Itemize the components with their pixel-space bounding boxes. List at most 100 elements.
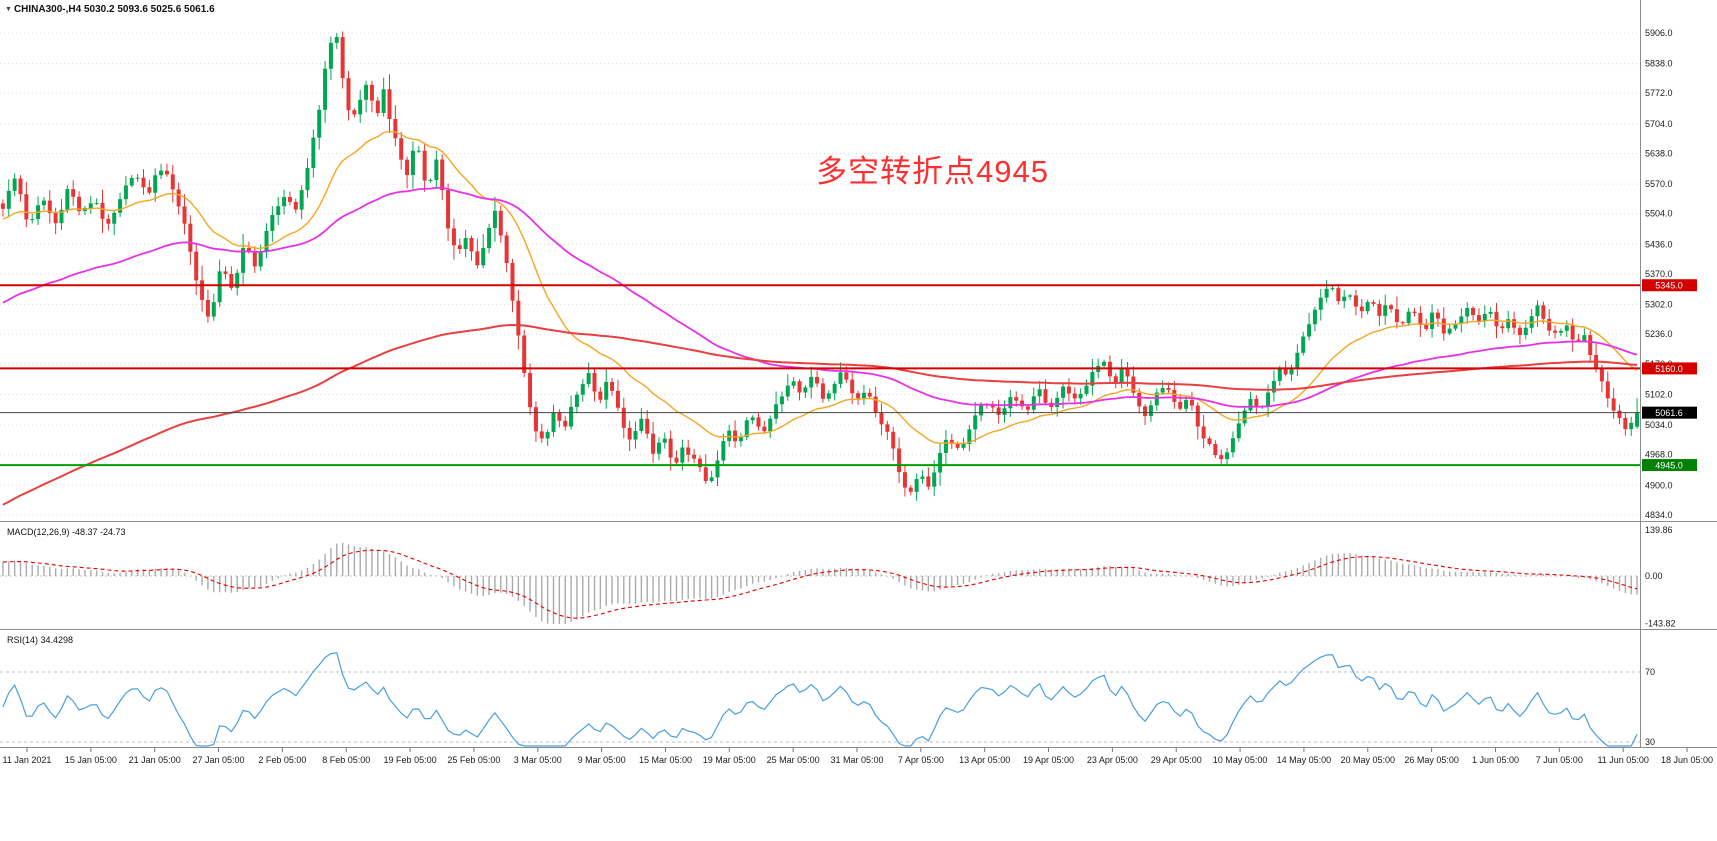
macd-histogram-bar <box>582 576 584 617</box>
candle-up <box>1271 380 1276 393</box>
candle-down <box>557 412 562 421</box>
macd-histogram-bar <box>658 576 660 602</box>
time-axis-label: 25 Mar 05:00 <box>767 755 820 765</box>
candle-down <box>1131 376 1136 393</box>
candle-down <box>1201 426 1206 439</box>
candle-down <box>1014 397 1019 401</box>
price-scale[interactable]: 5906.0 5838.0 5772.0 5704.0 5638.0 5570.0 5504… <box>1642 28 1697 747</box>
candle-down <box>352 110 357 115</box>
candle-down <box>651 433 656 454</box>
candle-down <box>100 202 105 219</box>
candle-down <box>405 159 410 176</box>
macd-histogram-bar <box>78 569 80 576</box>
candle-up <box>1102 361 1107 366</box>
macd-histogram-bar <box>1431 568 1433 576</box>
macd-histogram-bar <box>1355 554 1357 576</box>
macd-panel[interactable] <box>0 542 1640 624</box>
time-axis-label: 2 Feb 05:00 <box>258 755 306 765</box>
macd-histogram-bar <box>113 573 115 576</box>
rsi-line <box>2 652 1638 747</box>
macd-histogram-bar <box>125 571 127 576</box>
macd-histogram-bar <box>898 576 900 583</box>
candle-up <box>938 452 943 473</box>
candle-up <box>633 430 638 440</box>
candle-up <box>12 178 17 191</box>
macd-histogram-bar <box>25 563 28 576</box>
candle-up <box>123 185 128 200</box>
candle-up <box>1324 288 1329 298</box>
macd-histogram-bar <box>1226 576 1228 587</box>
candle-up <box>41 200 46 206</box>
candle-down <box>1494 311 1499 327</box>
macd-histogram-bar <box>552 576 555 624</box>
macd-histogram-bar <box>1554 575 1556 577</box>
macd-histogram-bar <box>1085 568 1088 576</box>
candle-down <box>733 430 738 442</box>
candle-down <box>287 197 292 202</box>
price-axis-label: 5034.0 <box>1645 420 1673 430</box>
candle-up <box>88 203 93 209</box>
candle-up <box>1248 398 1253 411</box>
candle-down <box>246 247 251 251</box>
candle-down <box>873 396 878 413</box>
macd-histogram-bar <box>289 573 291 576</box>
candle-up <box>1459 316 1464 324</box>
candle-up <box>334 37 339 43</box>
candle-down <box>697 458 702 468</box>
macd-histogram-bar <box>921 576 924 591</box>
rsi-panel[interactable] <box>0 652 1640 747</box>
macd-histogram-bar <box>968 576 971 583</box>
macd-histogram-bar <box>933 576 935 592</box>
macd-histogram-bar <box>13 560 16 576</box>
candle-down <box>990 405 995 408</box>
macd-histogram-bar <box>1308 562 1310 576</box>
candle-down <box>1400 322 1405 324</box>
macd-histogram-bar <box>259 576 262 587</box>
candle-up <box>299 190 304 210</box>
time-axis-label: 25 Feb 05:00 <box>447 755 500 765</box>
macd-histogram-bar <box>1460 572 1463 576</box>
candle-down <box>1500 326 1505 329</box>
candle-down <box>141 177 146 188</box>
time-axis[interactable]: 11 Jan 2021 15 Jan 05:00 21 Jan 05:00 27 Ja… <box>3 748 1713 765</box>
time-axis-label: 20 May 05:00 <box>1340 755 1395 765</box>
candle-up <box>832 383 837 394</box>
candle-down <box>1072 393 1077 399</box>
candle-up <box>1582 335 1587 341</box>
macd-histogram-bar <box>781 576 783 577</box>
candle-up <box>381 89 386 113</box>
macd-histogram-bar <box>1079 569 1082 576</box>
macd-histogram-bar <box>265 576 268 584</box>
candle-up <box>1506 319 1511 329</box>
candle-down <box>369 84 374 101</box>
candle-down <box>223 271 228 274</box>
macd-histogram-bar <box>1513 574 1515 576</box>
price-axis-label: 5236.0 <box>1645 329 1673 339</box>
candle-down <box>469 238 474 252</box>
macd-histogram-bar <box>1530 575 1533 576</box>
candle-up <box>932 472 937 487</box>
candle-up <box>803 387 808 393</box>
candle-down <box>399 138 404 160</box>
candle-down <box>1553 330 1558 333</box>
candle-up <box>1406 311 1411 324</box>
price-tag-text: 5160.0 <box>1655 364 1683 374</box>
candle-up <box>551 412 556 433</box>
candle-up <box>1031 396 1036 410</box>
macd-histogram-bar <box>1478 572 1480 576</box>
candle-up <box>282 197 287 207</box>
macd-histogram-bar <box>1156 573 1158 576</box>
candle-up <box>1078 393 1083 399</box>
candle-up <box>241 247 246 273</box>
macd-histogram-bar <box>763 576 766 582</box>
candle-up <box>311 137 316 168</box>
macd-histogram-bar <box>1413 565 1416 576</box>
macd-histogram-bar <box>775 576 777 579</box>
candle-up <box>569 406 574 427</box>
candle-up <box>1266 392 1271 407</box>
candle-up <box>235 272 240 288</box>
candle-down <box>1377 303 1382 316</box>
macd-histogram-bar <box>863 570 865 576</box>
main-price-panel[interactable] <box>0 31 1640 506</box>
